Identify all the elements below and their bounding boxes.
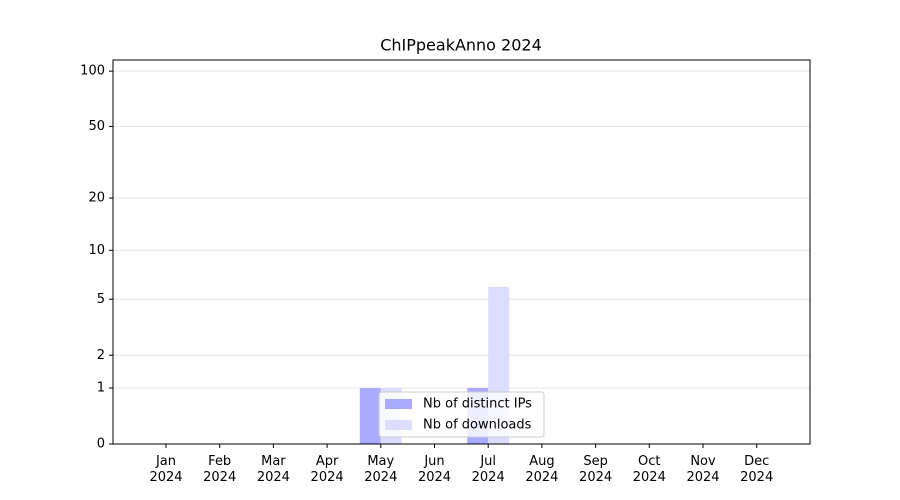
x-tick-label: Sep 2024 [579, 454, 612, 485]
y-tick-label: 0 [97, 437, 105, 452]
y-tick-label: 100 [80, 64, 105, 79]
y-tick-label: 1 [97, 381, 105, 396]
x-tick-label: Jul 2024 [472, 454, 505, 485]
y-tick-label: 50 [88, 119, 105, 134]
plot-frame [112, 59, 811, 445]
legend-swatch [385, 399, 412, 409]
x-tick-label: Dec 2024 [740, 454, 773, 485]
legend-label: Nb of downloads [423, 418, 532, 433]
x-tick-label: Oct 2024 [633, 454, 666, 485]
legend-swatch [385, 420, 412, 430]
y-tick-label: 10 [88, 243, 105, 258]
x-tick-label: Apr 2024 [311, 454, 344, 485]
y-tick-label: 2 [97, 348, 105, 363]
x-tick-label: Feb 2024 [203, 454, 236, 485]
y-tick-label: 5 [97, 292, 105, 307]
x-tick-label: Mar 2024 [257, 454, 290, 485]
x-tick-label: Nov 2024 [686, 454, 719, 485]
x-tick-label: Jun 2024 [418, 454, 451, 485]
x-tick-label: Jan 2024 [149, 454, 182, 485]
legend-box [378, 391, 545, 438]
y-tick-label: 20 [88, 191, 105, 206]
legend-label: Nb of distinct IPs [423, 397, 532, 412]
chart-title: ChIPpeakAnno 2024 [380, 36, 542, 55]
x-tick-label: Aug 2024 [525, 454, 558, 485]
bar [359, 388, 381, 444]
x-tick-label: May 2024 [364, 454, 397, 485]
